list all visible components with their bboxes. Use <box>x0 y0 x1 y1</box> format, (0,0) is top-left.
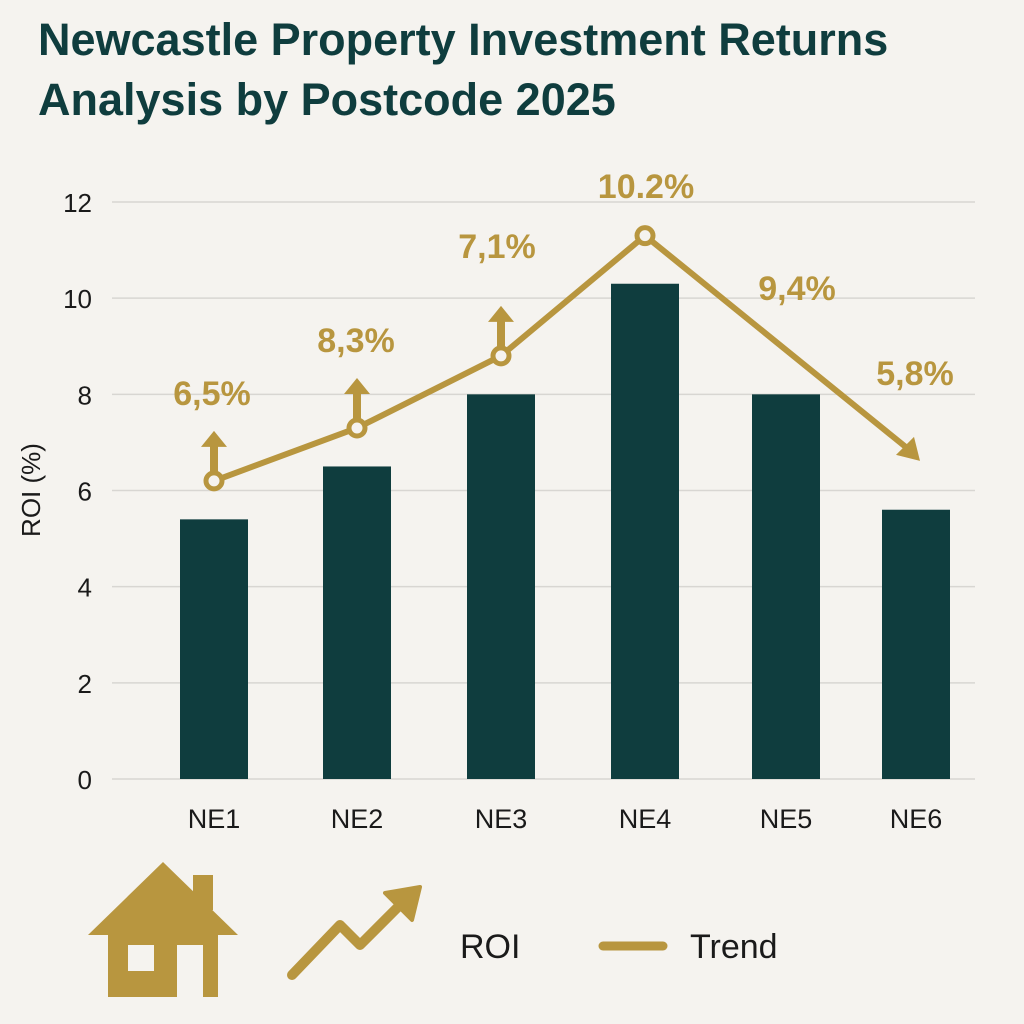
x-tick-label: NE2 <box>331 804 384 834</box>
x-tick-label: NE3 <box>475 804 528 834</box>
up-arrow-icon <box>353 389 361 420</box>
x-tick-label: NE6 <box>890 804 943 834</box>
growth-arrow-icon <box>287 885 422 980</box>
up-arrow-icon <box>488 305 514 322</box>
y-tick-label: 6 <box>78 477 92 507</box>
bar-ne6 <box>882 509 950 779</box>
legend-roi-label: ROI <box>460 928 520 966</box>
bar-ne5 <box>752 394 820 779</box>
bar-ne4 <box>611 283 679 779</box>
y-tick-label: 8 <box>78 380 92 410</box>
data-label: 10.2% <box>598 168 694 206</box>
trend-point <box>346 417 368 439</box>
up-arrow-icon <box>344 377 370 394</box>
y-tick-label: 0 <box>78 765 92 795</box>
up-arrow-icon <box>201 430 227 447</box>
y-tick-label: 2 <box>78 669 92 699</box>
data-label: 6,5% <box>173 375 251 413</box>
y-tick-label: 4 <box>78 573 92 603</box>
trend-arrowhead <box>896 436 920 461</box>
data-label: 8,3% <box>317 322 395 360</box>
bar-ne2 <box>323 466 391 779</box>
x-tick-label: NE4 <box>619 804 672 834</box>
x-tick-label: NE5 <box>760 804 813 834</box>
data-label: 9,4% <box>758 270 836 308</box>
y-tick-label: 12 <box>63 188 92 218</box>
data-label: 5,8% <box>876 355 954 393</box>
legend-trend-label: Trend <box>690 928 778 966</box>
up-arrow-icon <box>497 317 505 348</box>
bar-ne1 <box>180 519 248 779</box>
trend-point <box>634 225 656 247</box>
y-tick-label: 10 <box>63 284 92 314</box>
x-tick-label: NE1 <box>188 804 241 834</box>
up-arrow-icon <box>210 442 218 473</box>
data-label: 7,1% <box>458 228 536 266</box>
house-icon <box>88 862 238 997</box>
y-axis-label: ROI (%) <box>16 443 46 537</box>
bar-ne3 <box>467 394 535 779</box>
chart-title: Newcastle Property Investment Returns An… <box>38 14 889 125</box>
trend-point <box>203 470 225 492</box>
trend-point <box>490 345 512 367</box>
